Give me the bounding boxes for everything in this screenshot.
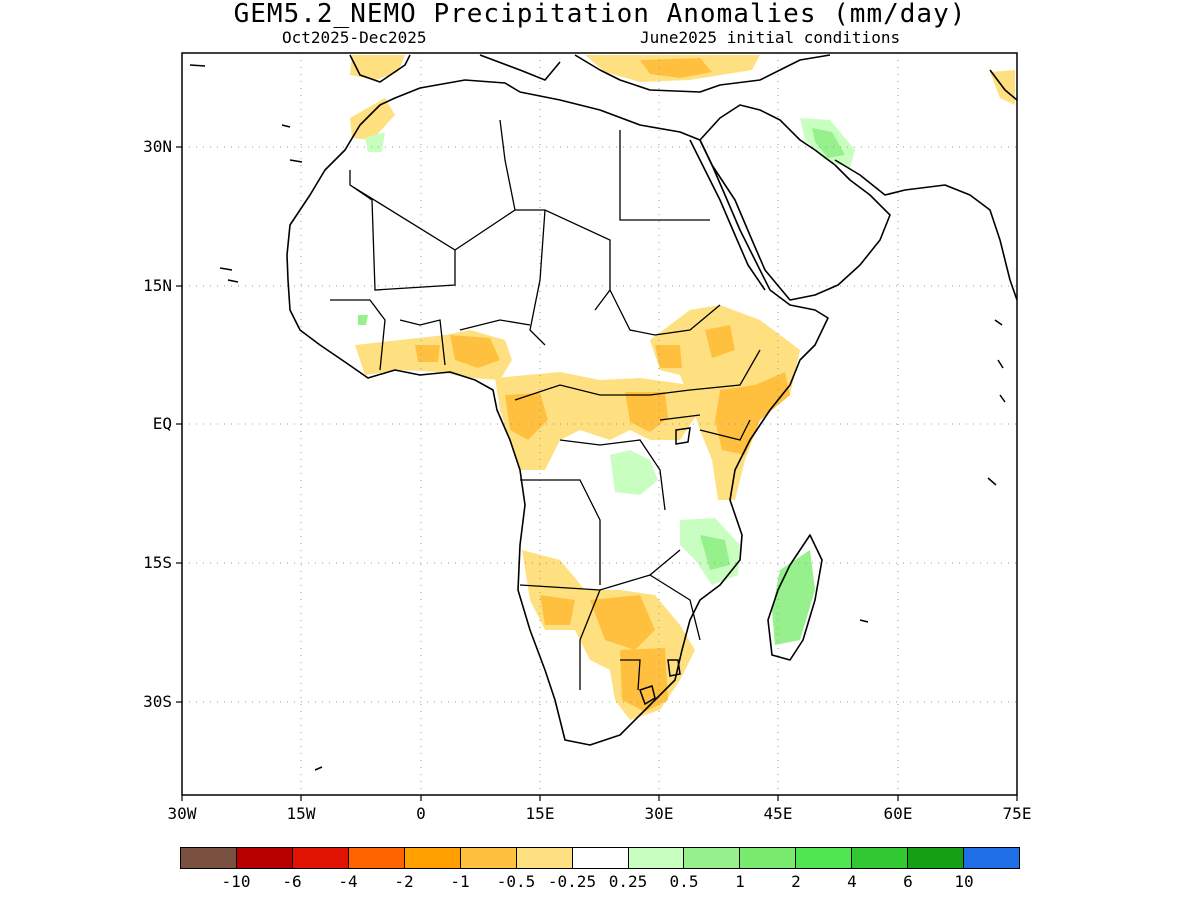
colorbar-label: 10 bbox=[954, 872, 974, 891]
anomaly-wet-congo-basin bbox=[610, 450, 658, 495]
tick-marks bbox=[176, 146, 1018, 801]
anomaly-dry-north-africa bbox=[350, 55, 405, 80]
lat-label-15s: 15S bbox=[143, 553, 172, 572]
colorbar-label: -4 bbox=[338, 872, 358, 891]
colorbar-label: -1 bbox=[450, 872, 470, 891]
anomaly-shading bbox=[350, 55, 1015, 720]
coastlines bbox=[286, 54, 1018, 746]
colorbar-swatch bbox=[460, 848, 517, 868]
africa-coastline bbox=[286, 79, 829, 746]
colorbar-swatch bbox=[908, 848, 965, 868]
colorbar-label: 2 bbox=[791, 872, 801, 891]
colorbar-label: -0.25 bbox=[547, 872, 597, 891]
colorbar-swatch bbox=[964, 848, 1020, 868]
lon-label-60e: 60E bbox=[883, 804, 913, 823]
anomaly-wet-madagascar bbox=[772, 550, 815, 645]
colorbar-label: -6 bbox=[282, 872, 302, 891]
colorbar-swatch bbox=[292, 848, 349, 868]
red-sea-coastline bbox=[689, 139, 766, 291]
colorbar-swatch bbox=[572, 848, 629, 868]
colorbar-swatch bbox=[404, 848, 461, 868]
colorbar-swatch bbox=[348, 848, 405, 868]
colorbar-swatch bbox=[852, 848, 909, 868]
madagascar-coastline bbox=[767, 534, 823, 661]
europe-coastline bbox=[349, 54, 411, 83]
colorbar-label: 0.5 bbox=[669, 872, 699, 891]
initial-conditions: June2025 initial conditions bbox=[640, 28, 901, 47]
lon-label-30e: 30E bbox=[644, 804, 674, 823]
lat-label-eq: EQ bbox=[152, 414, 172, 433]
colorbar bbox=[180, 847, 1020, 869]
colorbar-swatch bbox=[236, 848, 293, 868]
lon-label-75e: 75E bbox=[1002, 804, 1032, 823]
country-borders bbox=[330, 119, 761, 691]
colorbar-label: 1 bbox=[735, 872, 745, 891]
colorbar-label: 4 bbox=[847, 872, 857, 891]
lon-label-45e: 45E bbox=[763, 804, 793, 823]
colorbar-swatch bbox=[796, 848, 853, 868]
colorbar-swatch bbox=[181, 848, 237, 868]
gridlines bbox=[182, 53, 1017, 795]
lon-label-30w: 30W bbox=[167, 804, 197, 823]
colorbar-swatch bbox=[628, 848, 685, 868]
colorbar-swatch bbox=[740, 848, 797, 868]
forecast-period: Oct2025-Dec2025 bbox=[282, 28, 427, 47]
lon-label-0: 0 bbox=[416, 804, 426, 823]
colorbar-swatch bbox=[516, 848, 573, 868]
colorbar-label: -0.5 bbox=[496, 872, 536, 891]
chart-title: GEM5.2_NEMO Precipitation Anomalies (mm/… bbox=[233, 0, 967, 29]
colorbar-label: 0.25 bbox=[608, 872, 648, 891]
colorbar-label: -10 bbox=[221, 872, 251, 891]
colorbar-swatch bbox=[684, 848, 741, 868]
lat-label-15n: 15N bbox=[143, 276, 172, 295]
persian-gulf-coastline bbox=[834, 159, 1018, 301]
colorbar-label: -2 bbox=[394, 872, 414, 891]
lat-label-30s: 30S bbox=[143, 692, 172, 711]
lat-label-30n: 30N bbox=[143, 137, 172, 156]
arabian-peninsula-coastline bbox=[699, 104, 891, 301]
colorbar-label: 6 bbox=[903, 872, 913, 891]
lon-label-15e: 15E bbox=[525, 804, 555, 823]
islands bbox=[189, 64, 1006, 771]
lon-label-15w: 15W bbox=[286, 804, 316, 823]
